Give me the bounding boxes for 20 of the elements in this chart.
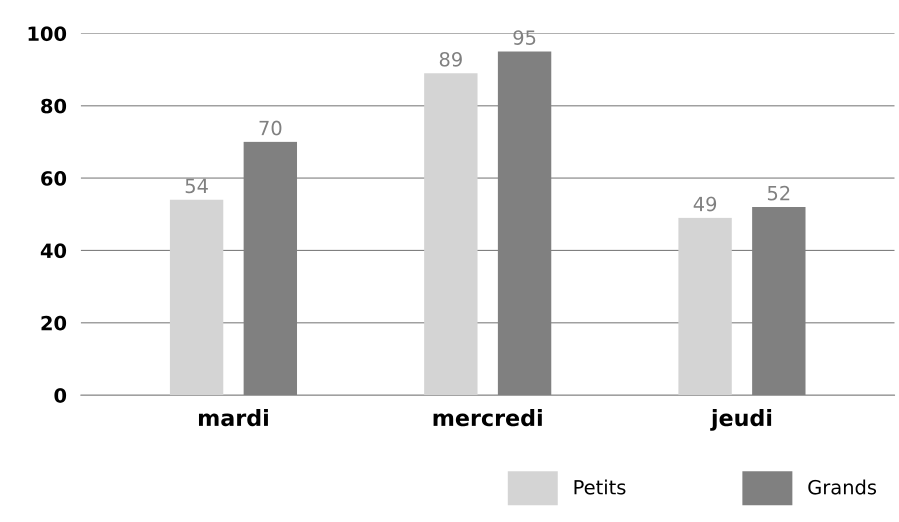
bar (678, 218, 732, 396)
data-label: 95 (513, 30, 536, 45)
y-tick-label: 0 (54, 388, 66, 403)
legend-label: Grands (808, 480, 876, 495)
data-label: 49 (694, 196, 716, 212)
x-tick-label: mardi (198, 409, 268, 426)
y-tick-label: 80 (41, 98, 66, 114)
x-tick-label: jeudi (710, 409, 772, 431)
y-tick-label: 20 (42, 316, 66, 330)
data-label: 54 (186, 178, 208, 194)
legend-label: Petits (574, 480, 626, 495)
data-label: 70 (260, 120, 282, 136)
bar (170, 200, 224, 396)
data-label: 52 (768, 186, 790, 200)
data-label: 89 (440, 52, 462, 67)
y-tick-label: 40 (40, 243, 66, 258)
y-tick-label: 100 (28, 26, 66, 42)
x-tick-label: mercredi (434, 409, 542, 426)
bar (424, 73, 478, 396)
y-tick-label: 60 (41, 171, 66, 186)
